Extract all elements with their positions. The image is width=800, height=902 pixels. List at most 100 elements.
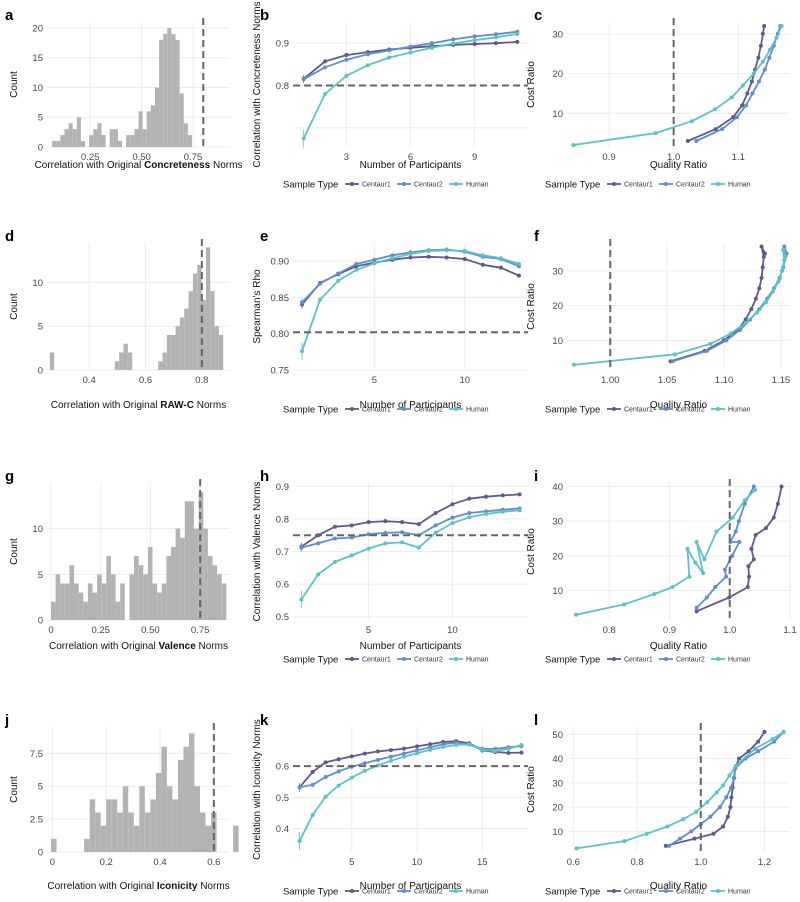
data-point-human [354,267,359,272]
legend-label-human: Human [466,407,489,414]
data-point-human [416,545,421,550]
y-axis-label: Cost Ratio [526,61,537,108]
data-point-centaur2 [332,536,337,541]
data-point-centaur2 [467,511,472,516]
y-tick-label: 0.80 [271,329,290,340]
legend-label-human: Human [466,657,489,664]
data-point-centaur1 [762,251,767,256]
data-point-human [730,515,735,520]
x-axis-label: Correlation with Original RAW-C Norms [51,400,226,411]
data-point-centaur1 [408,255,413,260]
legend-swatch-point [664,407,668,411]
data-point-human [742,498,747,503]
data-point-human [693,560,698,565]
histogram-bar [133,825,140,852]
data-point-centaur2 [717,805,722,810]
histogram-bar [146,111,151,147]
data-point-human [323,794,328,799]
data-point-centaur2 [310,782,315,787]
series-line-human [575,489,756,616]
data-point-centaur1 [433,511,438,516]
y-tick-label: 30 [552,266,563,277]
data-point-centaur2 [704,348,709,353]
data-point-centaur2 [336,271,341,276]
histogram-bar [166,556,171,620]
data-point-centaur2 [336,769,341,774]
x-axis-label-part: Valence [159,641,197,652]
data-point-centaur2 [694,139,699,144]
data-point-human [694,809,699,814]
histogram-bar [109,129,114,147]
data-point-human [388,758,393,763]
series-line-centaur1 [300,493,520,548]
data-point-human [783,254,788,259]
legend: Sample Type Centaur1 Centaur2 Human [545,887,751,898]
legend: Sample Type Centaur1 Centaur2 Human [283,655,489,666]
data-point-centaur1 [762,23,767,28]
data-point-centaur1 [728,805,733,810]
data-point-human [441,745,446,749]
data-point-human [426,248,431,253]
data-point-centaur1 [467,496,472,501]
x-axis-label: Number of Participants [360,881,462,892]
panel-label-e: e [260,228,268,245]
data-point-human [753,487,758,492]
histogram-bar [170,546,176,620]
data-point-centaur2 [365,52,370,57]
histogram-bar [161,583,167,620]
data-point-centaur1 [745,585,750,590]
data-point-human [776,279,781,284]
histogram-bar [155,773,162,852]
data-point-centaur2 [450,515,455,520]
histogram-bar [184,308,189,370]
legend-swatch-point [454,182,458,186]
data-point-centaur1 [692,836,697,841]
histogram-bar [179,93,184,147]
histogram-bar [64,583,70,620]
data-point-centaur1 [480,262,485,267]
data-point-human [318,297,323,302]
x-axis-label-part: Correlation with Original [47,881,157,892]
data-point-centaur2 [472,34,477,39]
histogram-bar [60,583,65,620]
legend: Sample Type Centaur1 Centaur2 Human [545,405,751,416]
histogram-bar [162,352,167,370]
x-tick-label: 0 [50,857,55,868]
data-point-centaur2 [782,244,787,249]
data-point-centaur1 [519,750,524,755]
histogram-bar [175,528,181,620]
data-point-human [429,45,434,50]
legend-swatch-point [350,889,354,893]
x-tick-label: 0.2 [100,857,113,868]
data-point-centaur1 [731,115,736,120]
data-point-human [755,310,760,315]
histogram-bar [188,291,193,370]
data-point-human [764,300,769,305]
data-point-centaur1 [415,744,420,749]
data-point-centaur2 [666,843,671,848]
y-tick-label: 0.9 [276,482,289,493]
x-tick-label: 0.4 [153,857,166,868]
data-point-centaur2 [704,595,709,600]
histogram-bar [187,135,192,147]
y-tick-label: 20 [552,69,563,80]
x-tick-label: 1.15 [772,375,791,386]
data-point-human [574,846,579,851]
panel-label-i: i [534,468,538,485]
legend-swatch-point [454,889,458,893]
legend-label-centaur1: Centaur1 [624,407,653,414]
histogram-bar [76,117,81,147]
histogram-bar [138,111,143,147]
data-point-centaur2 [388,754,393,759]
legend-label-centaur2: Centaur2 [414,889,443,896]
panel-l: l 0.6 0.8 1.0 1.2 10 20 30 40 50 Cost Ratio Quality… [526,712,790,898]
histogram-bar [233,825,239,852]
y-tick-label: 10 [552,109,563,120]
legend-label-centaur2: Centaur2 [676,657,705,664]
data-point-centaur1 [740,103,745,108]
histogram-bar [197,264,202,370]
histogram-bar [123,343,128,370]
panel-label-f: f [534,228,540,245]
data-point-centaur2 [366,532,371,537]
legend-label-human: Human [728,657,751,664]
